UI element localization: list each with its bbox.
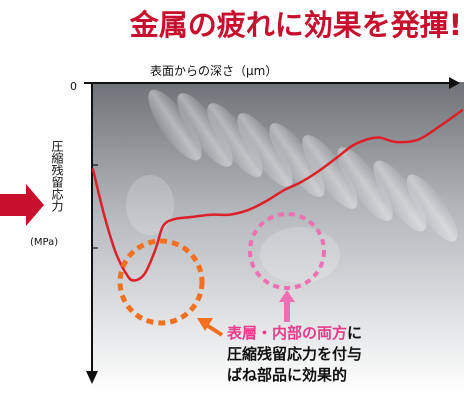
- x-axis-title: 表面からの深さ（μm）: [150, 64, 278, 78]
- surface-layer-highlight-circle: [117, 238, 205, 326]
- inner-pointer-arrow-icon: [279, 290, 295, 322]
- annotation-highlight: 表層・内部の両方: [227, 324, 348, 342]
- annotation-line-1-rest: に: [347, 324, 363, 342]
- axes: [84, 77, 460, 384]
- inner-layer-highlight-circle: [248, 212, 326, 290]
- y-axis-title: 圧縮残留応力: [50, 140, 64, 212]
- y-origin-tick-label: 0: [70, 80, 77, 93]
- annotation-text: 表層・内部の両方に 圧縮残留応力を付与 ばね部品に効果的: [227, 323, 362, 386]
- arrow-icon: [0, 184, 44, 226]
- series-line: [91, 108, 464, 282]
- annotation-line-2: 圧縮残留応力を付与: [227, 345, 363, 363]
- headline: 金属の疲れに効果を発揮!: [129, 8, 462, 42]
- surface-pointer-arrow-icon: [197, 318, 224, 337]
- annotation-line-1: 表層・内部の両方に: [227, 323, 362, 344]
- spring-photo-background: [92, 82, 464, 392]
- annotation-line-3: ばね部品に効果的: [227, 366, 348, 384]
- y-axis-unit: (MPa): [30, 237, 59, 248]
